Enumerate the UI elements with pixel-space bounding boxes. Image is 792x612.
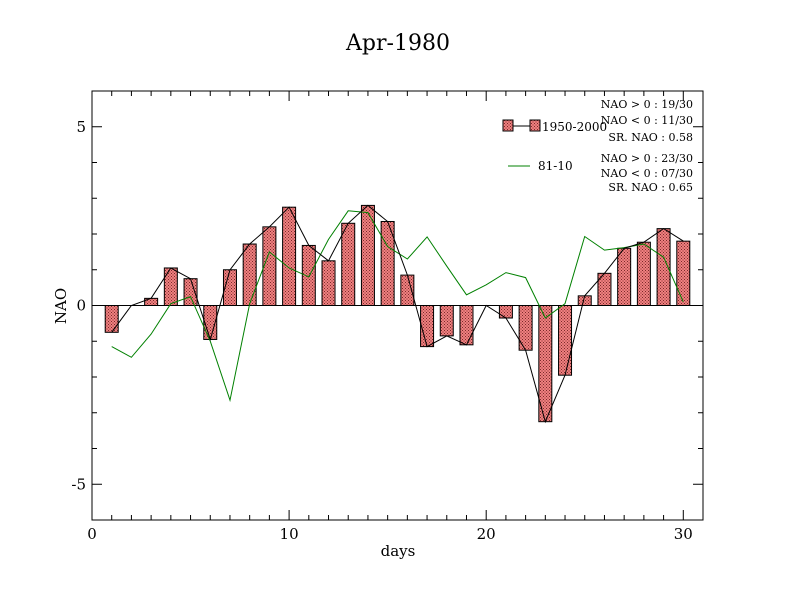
bar-day-18 — [439, 305, 454, 337]
stat-1950-2000-sr: SR. NAO : 0.58 — [608, 131, 693, 144]
x-tick-label-0: 0 — [87, 525, 97, 543]
bar-day-10 — [282, 206, 297, 306]
bar-day-30 — [676, 240, 691, 306]
line-81-10 — [111, 210, 684, 403]
stat-81-10-pos: NAO > 0 : 23/30 — [601, 152, 693, 165]
bar-day-8 — [242, 243, 257, 306]
stat-1950-2000-neg: NAO < 0 : 11/30 — [601, 114, 693, 127]
bar-day-21 — [498, 305, 513, 319]
chart-title: Apr-1980 — [345, 31, 450, 56]
bar-day-4 — [163, 267, 178, 306]
legend: 1950-2000 81-10 — [502, 119, 607, 173]
bar-day-28 — [636, 241, 651, 307]
bar-day-27 — [617, 247, 632, 307]
x-tick-label-20: 20 — [477, 525, 496, 543]
x-tick-label-30: 30 — [674, 525, 693, 543]
stats-annotations: NAO > 0 : 19/30 NAO < 0 : 11/30 SR. NAO … — [601, 98, 693, 194]
bar-day-9 — [262, 226, 277, 307]
series-lines — [92, 204, 703, 424]
y-tick-label-5: 5 — [76, 118, 86, 136]
y-tick-label-0: 0 — [76, 297, 86, 315]
bar-day-11 — [301, 244, 316, 307]
legend-81-10: 81-10 — [508, 159, 573, 173]
y-axis-label: NAO — [52, 288, 70, 324]
axis-ticks: 0 10 20 30 -5 0 5 — [71, 90, 704, 543]
legend-1950-2000: 1950-2000 — [502, 119, 607, 134]
stat-81-10-neg: NAO < 0 : 07/30 — [601, 167, 693, 180]
bar-day-19 — [459, 305, 474, 346]
bar-day-24 — [558, 305, 573, 376]
x-axis-label: days — [381, 542, 416, 560]
bar-day-12 — [321, 260, 336, 306]
bar-day-13 — [341, 222, 356, 306]
bar-day-1 — [104, 305, 119, 333]
legend-label-1950-2000: 1950-2000 — [542, 120, 607, 134]
y-tick-label--5: -5 — [71, 475, 86, 493]
bars-1950-2000 — [104, 204, 691, 423]
stat-81-10-sr: SR. NAO : 0.65 — [608, 181, 693, 194]
x-tick-label-10: 10 — [280, 525, 299, 543]
bar-day-17 — [420, 305, 435, 348]
stat-1950-2000-pos: NAO > 0 : 19/30 — [601, 98, 693, 111]
legend-label-81-10: 81-10 — [538, 159, 573, 173]
line-1950-2000 — [111, 204, 684, 424]
